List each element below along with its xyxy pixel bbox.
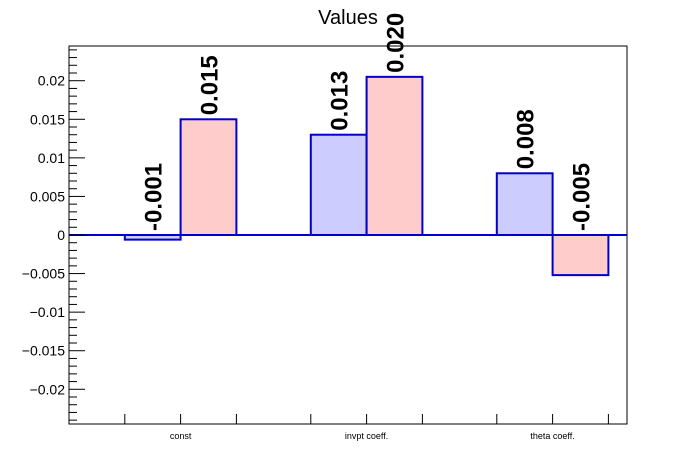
bar [365, 75, 424, 236]
y-tick-label: −0.015 [22, 343, 65, 359]
x-tick-label: theta coeff. [530, 431, 574, 441]
y-tick-label: −0.01 [30, 304, 66, 320]
y-tick-label: 0 [57, 227, 65, 243]
y-tick-label: −0.005 [22, 266, 65, 282]
bar [179, 118, 238, 236]
bar [309, 133, 368, 236]
x-tick-label: const [170, 431, 192, 441]
bar [495, 172, 554, 237]
y-tick-label: 0.015 [30, 111, 65, 127]
bar-value-label: -0.001 [141, 163, 168, 231]
bar-value-label: 0.013 [327, 71, 354, 131]
y-tick-label: −0.02 [30, 381, 66, 397]
chart-title: Values [318, 7, 378, 29]
y-tick-label: 0.01 [38, 150, 65, 166]
bar [551, 234, 610, 277]
bar-value-label: 0.015 [197, 55, 224, 115]
bar-value-label: -0.005 [569, 163, 596, 231]
x-tick-label: invpt coeff. [345, 431, 388, 441]
y-tick-label: 0.005 [30, 188, 65, 204]
bar-value-label: 0.020 [383, 13, 410, 73]
bar-value-label: 0.008 [513, 109, 540, 169]
y-tick-label: 0.02 [38, 73, 65, 89]
